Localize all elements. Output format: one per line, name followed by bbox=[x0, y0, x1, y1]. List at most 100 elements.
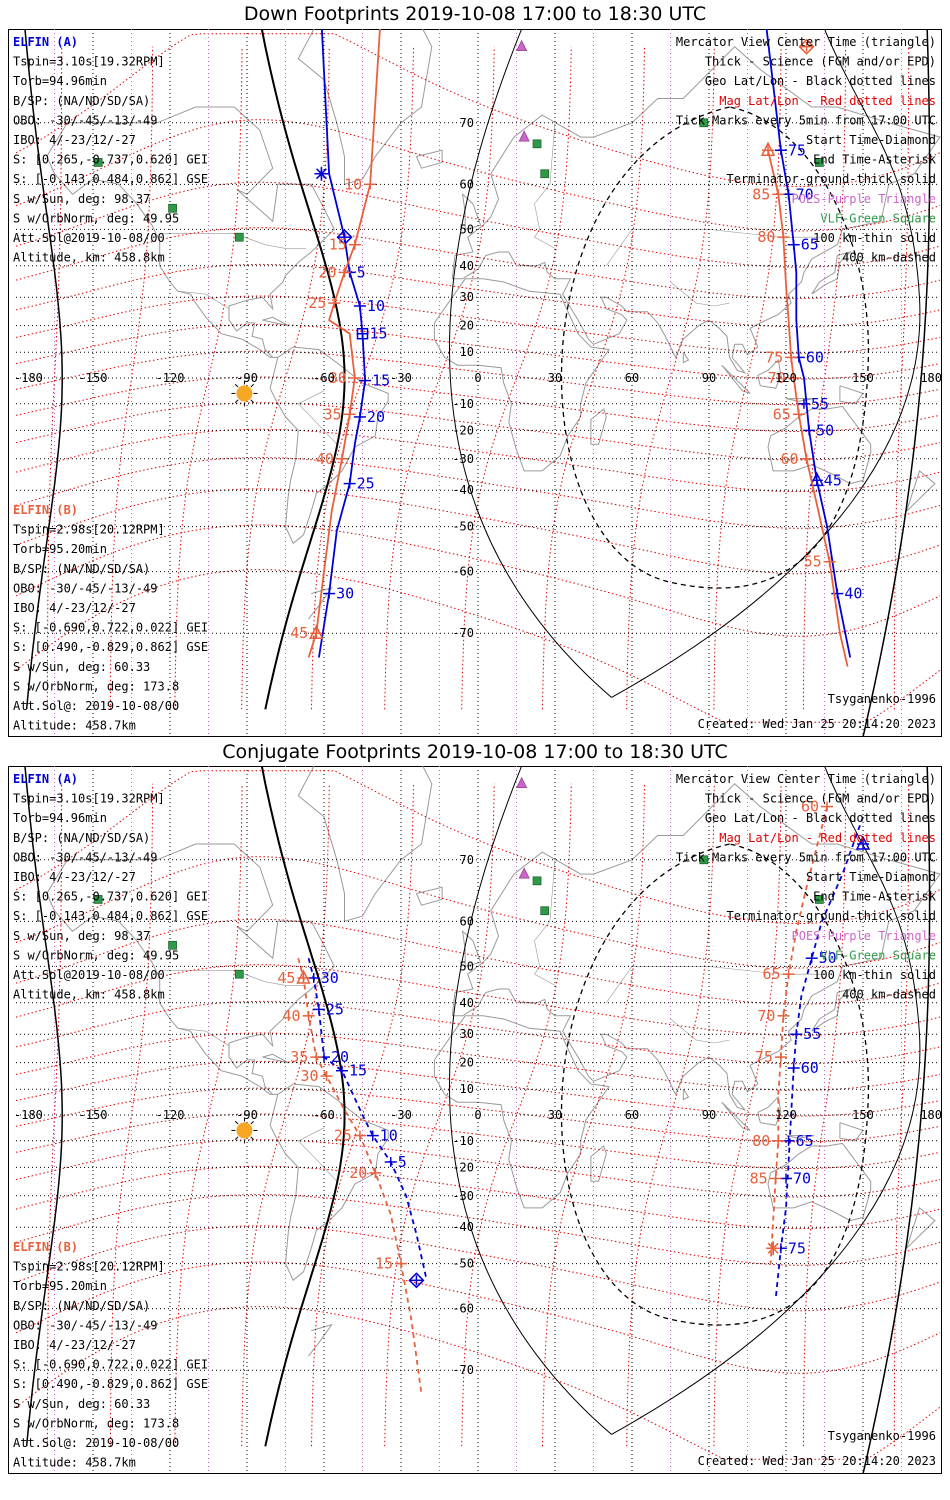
footprint-path bbox=[307, 29, 381, 658]
sun-ray bbox=[234, 1136, 239, 1140]
coastline bbox=[415, 886, 443, 906]
mag-lat-line bbox=[15, 1061, 941, 1117]
tick-minute-label: 5 bbox=[398, 1153, 407, 1171]
terminator-curve bbox=[24, 29, 63, 710]
lat-tick-label: -10 bbox=[452, 1134, 474, 1148]
tick-minute-label: 80 bbox=[752, 1132, 770, 1150]
field-model-label: Tsyganenko-1996 bbox=[828, 1429, 936, 1443]
elfin-b-param: IBO: 4/-23/12/-27 bbox=[13, 601, 136, 615]
legend-line: Geo Lat/Lon - Black dotted lines bbox=[705, 74, 936, 88]
elfin-b-heading: ELFIN (B) bbox=[13, 503, 78, 517]
tick-minute-label: 15 bbox=[370, 325, 388, 343]
vlf-station-square bbox=[168, 940, 177, 950]
vlf-station-square bbox=[234, 232, 244, 242]
axis-labels: -180 -150 -120 -90 -60 -30 0 30 60 90 120 150 180 70 6… bbox=[14, 853, 942, 1377]
legend-line: Tick Marks every 5min from 17:00 UTC bbox=[676, 113, 936, 127]
vlf-station-square bbox=[540, 169, 550, 179]
lon-tick-label: 60 bbox=[625, 1108, 639, 1122]
coastline bbox=[811, 251, 852, 295]
lat-tick-label: -20 bbox=[452, 1160, 474, 1174]
vlf-station-square bbox=[532, 876, 542, 886]
altitude-100km-curve bbox=[611, 766, 921, 1435]
lon-tick-label: -90 bbox=[236, 1108, 258, 1122]
elfin-b-param: S: [0.490,-0.829,0.862] GSE bbox=[13, 1377, 208, 1391]
elfin-a-heading: ELFIN (A) bbox=[13, 772, 78, 786]
lon-tick-label: -30 bbox=[390, 1108, 412, 1122]
created-timestamp: Created: Wed Jan 25 20:14:20 2023 bbox=[698, 1454, 936, 1468]
lon-tick-label: -150 bbox=[79, 371, 108, 385]
sun-ray bbox=[250, 383, 254, 388]
border-line bbox=[162, 970, 306, 986]
center-triangle-marker bbox=[309, 624, 324, 639]
terminator-curve bbox=[260, 766, 346, 1447]
elfin-a-param: Torb=94.96min bbox=[13, 74, 107, 88]
mag-lon-line bbox=[241, 783, 330, 1447]
legend-line: Thick - Science (FGM and/or EPD) bbox=[705, 55, 936, 69]
elfin-a-param: S: [-0.143,0.484,0.862] GSE bbox=[13, 172, 208, 186]
mag-lat-line bbox=[15, 457, 941, 529]
elfin-a-param: S w/OrbNorm, deg: 49.95 bbox=[13, 948, 179, 962]
legend-line: Mercator View Center Time (triangle) bbox=[676, 772, 936, 786]
tick-minute-label: 75 bbox=[788, 1239, 806, 1257]
border-line bbox=[177, 290, 230, 310]
elfin-b-param: Tspin=2.98s[20.12RPM] bbox=[13, 523, 165, 537]
legend-line: 400 km-dashed bbox=[842, 988, 936, 1002]
poes-triangle bbox=[516, 39, 528, 52]
tick-minute-label: 40 bbox=[283, 1007, 301, 1025]
tick-minute-label: 75 bbox=[788, 141, 806, 159]
tick-minute-label: 30 bbox=[329, 369, 347, 387]
lat-tick-label: -30 bbox=[452, 1189, 474, 1203]
elfin-a-param: Altitude, km: 458.8km bbox=[13, 251, 165, 265]
center-triangle-marker bbox=[809, 471, 825, 487]
elfin-b-param: S: [0.490,-0.829,0.862] GSE bbox=[13, 640, 208, 654]
end-asterisk-marker bbox=[315, 168, 327, 180]
coastline bbox=[451, 783, 941, 1111]
tick-minute-label: 20 bbox=[349, 1164, 367, 1182]
elfin-b-param: OBO: -30/-45/-13/-49 bbox=[13, 1318, 158, 1332]
lat-tick-label: -40 bbox=[452, 1220, 474, 1234]
lat-tick-label: -40 bbox=[452, 483, 474, 497]
coastline bbox=[682, 1088, 690, 1101]
conjugate-footprints-map: 3025201510545403530252015505560657075606… bbox=[8, 766, 942, 1474]
lat-tick-label: 60 bbox=[460, 177, 474, 191]
terminator-curve bbox=[862, 29, 931, 737]
created-timestamp: Created: Wed Jan 25 20:14:20 2023 bbox=[698, 717, 936, 731]
sun-ray bbox=[234, 1120, 239, 1125]
lon-tick-label: 60 bbox=[625, 371, 639, 385]
legend-line: VLF-Green Square bbox=[820, 948, 936, 962]
lon-tick-label: -90 bbox=[236, 371, 258, 385]
vlf-station-square bbox=[234, 969, 244, 979]
vlf-station-square bbox=[699, 118, 709, 128]
lat-tick-label: -50 bbox=[452, 520, 474, 534]
elfin-a-param: IBO: 4/-23/12/-27 bbox=[13, 870, 136, 884]
elfin-b-param: B/SP: (NA/ND/SD/SA) bbox=[13, 1299, 150, 1313]
coastline bbox=[262, 1053, 289, 1064]
tick-minute-label: 60 bbox=[801, 1059, 819, 1077]
lat-tick-label: 50 bbox=[460, 222, 474, 236]
tick-minute-label: 70 bbox=[793, 1169, 811, 1187]
border-line bbox=[297, 1127, 338, 1182]
elfin-a-param: S: [0.265,-0.737,0.620] GEI bbox=[13, 890, 208, 904]
poes-triangle bbox=[516, 776, 528, 789]
elfin-b-param: S w/Sun, deg: 60.33 bbox=[13, 1397, 150, 1411]
tick-minute-label: 20 bbox=[318, 263, 336, 281]
mag-lon-line bbox=[626, 46, 715, 710]
altitude-100km-curve bbox=[449, 766, 612, 1435]
elfin-a-param: S: [0.265,-0.737,0.620] GEI bbox=[13, 153, 208, 167]
coastline bbox=[811, 988, 852, 1032]
lon-tick-label: 30 bbox=[548, 371, 562, 385]
map-frame bbox=[8, 29, 942, 737]
tick-minute-label: 30 bbox=[336, 585, 354, 603]
elfin-b-param: S w/OrbNorm, deg: 173.8 bbox=[13, 679, 179, 693]
elfin-b-param: S: [-0.690,0.722,0.022] GEI bbox=[13, 1358, 208, 1372]
elfin-b-heading: ELFIN (B) bbox=[13, 1240, 78, 1254]
elfin-a-param: Att.Sol@2019-10-08/00 bbox=[13, 968, 165, 982]
terminator-layer bbox=[24, 29, 931, 737]
legend-line: Geo Lat/Lon - Black dotted lines bbox=[705, 811, 936, 825]
mag-lon-line bbox=[893, 46, 910, 710]
lat-tick-label: 20 bbox=[460, 319, 474, 333]
coastline bbox=[308, 1323, 333, 1357]
elfin-b-param: OBO: -30/-45/-13/-49 bbox=[13, 581, 158, 595]
legend-line: 400 km-dashed bbox=[842, 251, 936, 265]
tick-minute-label: 15 bbox=[329, 236, 347, 254]
